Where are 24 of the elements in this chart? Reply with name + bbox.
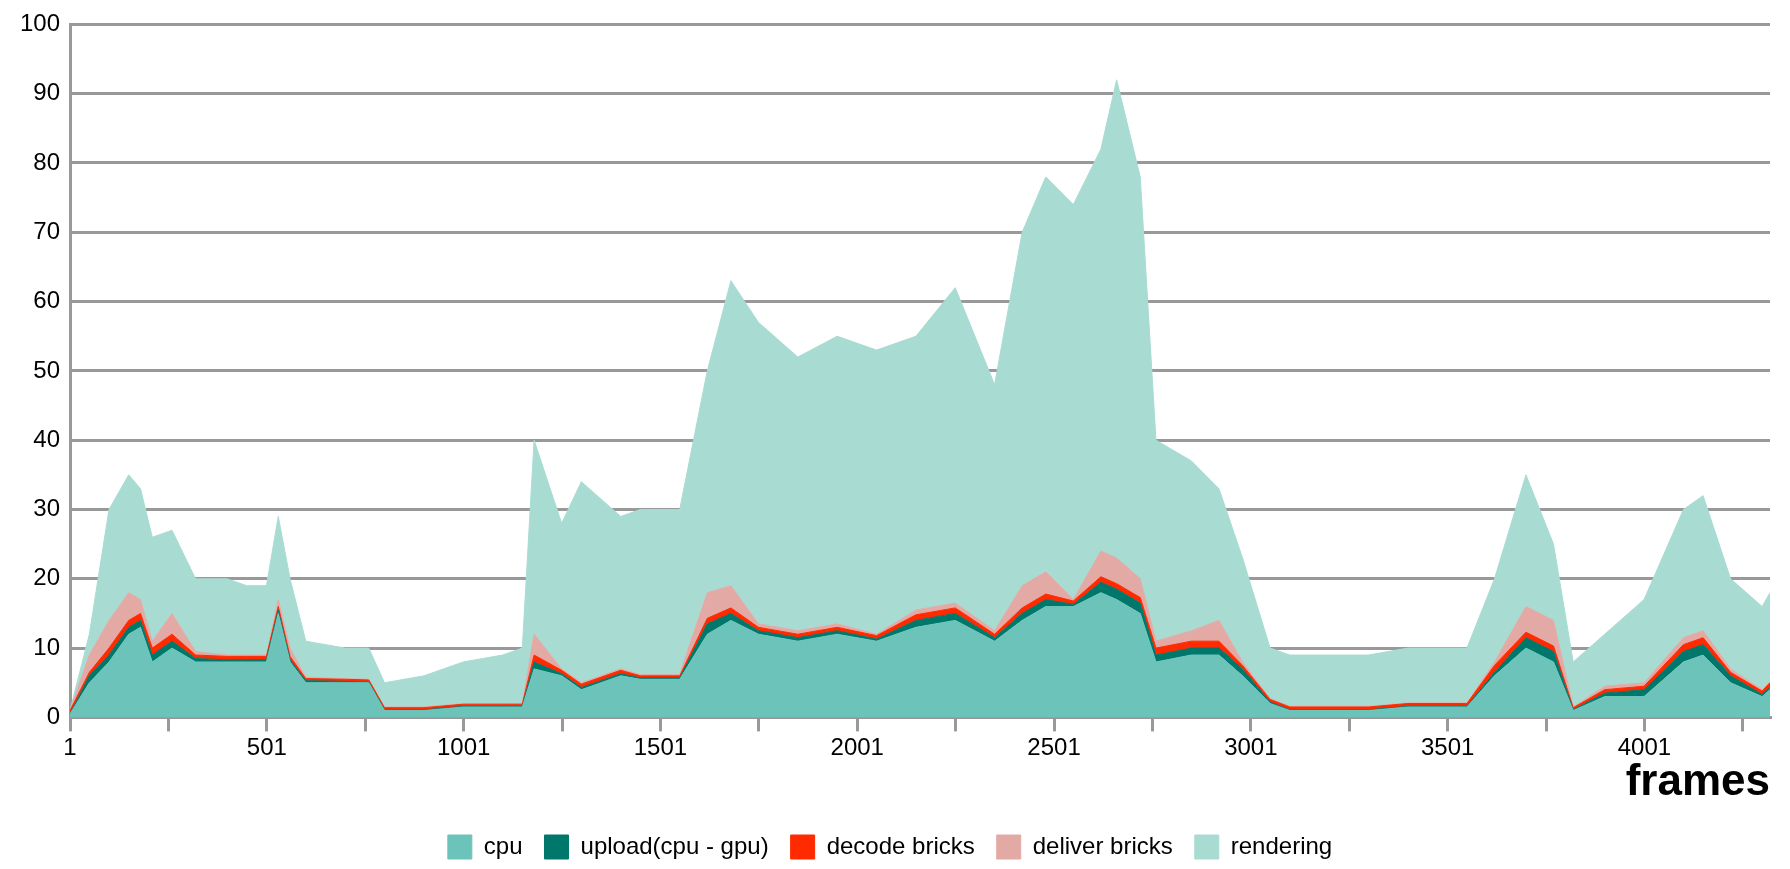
legend-label: upload(cpu - gpu) [580, 831, 769, 859]
x-tick-label: 1001 [436, 733, 491, 761]
y-tick-label: 10 [33, 632, 61, 660]
y-tick-label: 30 [33, 494, 61, 522]
y-tick-label: 20 [33, 563, 61, 591]
x-tick-label: 2501 [1027, 733, 1081, 761]
legend-label: cpu [483, 831, 523, 859]
legend-label: decode bricks [826, 831, 975, 859]
x-tick-label: 1 [63, 733, 77, 761]
y-tick-label: 50 [33, 355, 61, 383]
x-tick-label: 2001 [830, 733, 884, 761]
x-tick-label: 3501 [1420, 733, 1475, 761]
y-tick-label: 0 [46, 702, 61, 730]
y-tick-label: 70 [33, 216, 61, 244]
y-tick-label: 90 [33, 78, 61, 106]
x-tick-label: 3001 [1224, 733, 1278, 761]
legend-label: deliver bricks [1032, 831, 1173, 859]
legend-label: rendering [1230, 831, 1333, 859]
x-tick-label: 501 [246, 733, 287, 761]
x-tick-label: 1501 [633, 733, 688, 761]
y-tick-label: 80 [33, 147, 61, 175]
y-tick-label: 100 [20, 9, 61, 37]
y-tick-label: 60 [33, 286, 61, 314]
y-tick-label: 40 [33, 424, 61, 452]
